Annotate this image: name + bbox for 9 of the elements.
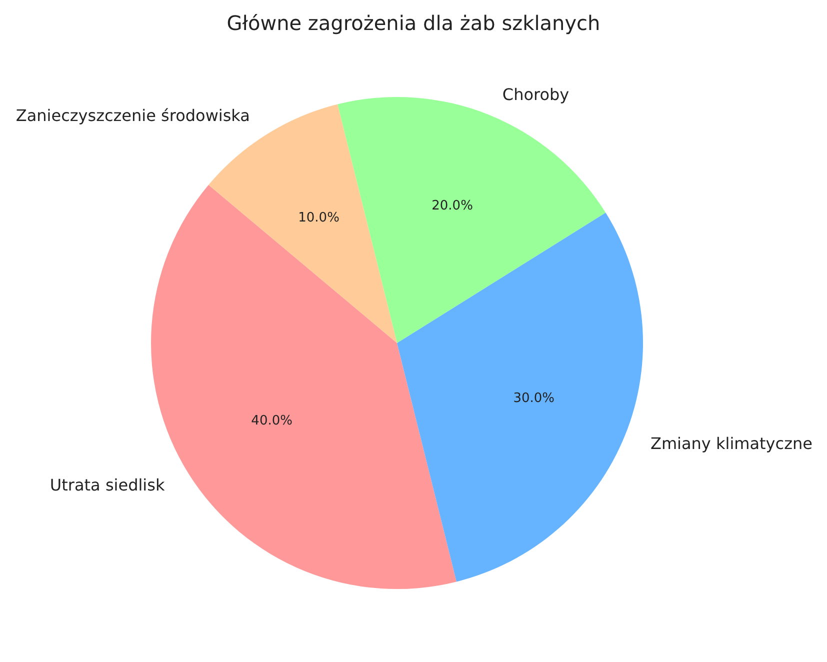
slice-label: Zanieczyszczenie środowiska [16, 106, 250, 126]
data-label: 20.0% [432, 198, 473, 214]
slice-label: Zmiany klimatyczne [650, 434, 812, 453]
chart-title: Główne zagrożenia dla żab szklanych [226, 11, 600, 35]
slice-label: Utrata siedlisk [50, 476, 166, 495]
slice-label: Choroby [502, 85, 570, 104]
data-label: 30.0% [513, 390, 555, 406]
data-label: 40.0% [251, 414, 292, 429]
data-label: 10.0% [298, 210, 340, 226]
